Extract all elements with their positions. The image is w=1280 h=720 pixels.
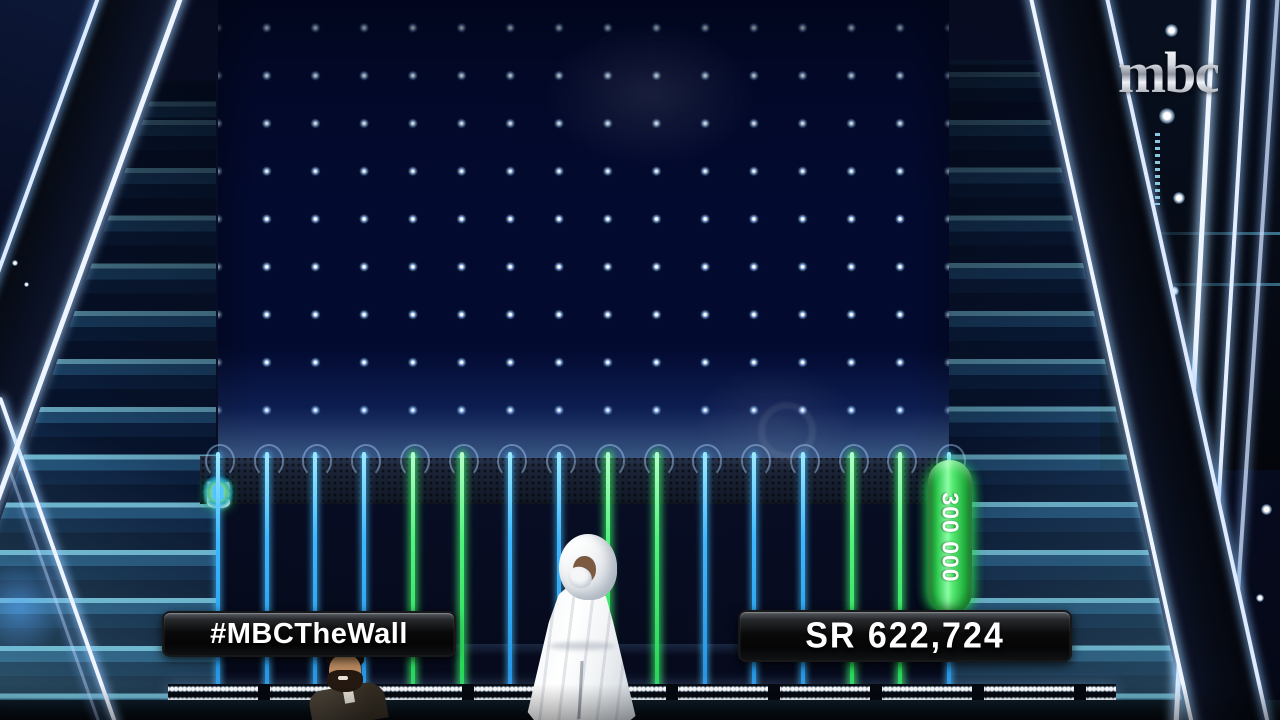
pill-value-label: 300 000 bbox=[937, 491, 964, 583]
neon-tube-green bbox=[838, 444, 869, 700]
robe-waist-shadow bbox=[549, 642, 615, 650]
score-display: SR 622,724 bbox=[738, 610, 1072, 662]
neon-tube-blue bbox=[497, 444, 528, 700]
light-dot bbox=[1159, 108, 1175, 124]
dropped-ball-values: 10 1 300 000 bbox=[928, 460, 1070, 614]
mbc-channel-logo: mbc bbox=[1098, 38, 1238, 108]
light-dot bbox=[1261, 504, 1272, 515]
light-dot bbox=[24, 282, 29, 287]
neon-tube-green bbox=[643, 444, 674, 700]
light-dot bbox=[1256, 594, 1264, 602]
neon-tube-green bbox=[448, 444, 479, 700]
light-dot bbox=[1165, 24, 1178, 37]
hashtag-text: #MBCTheWall bbox=[210, 617, 408, 650]
hashtag-banner: #MBCTheWall bbox=[162, 611, 456, 657]
neon-tube-blue bbox=[692, 444, 723, 700]
neon-tube-blue bbox=[253, 444, 284, 700]
led-dot-string bbox=[1155, 133, 1160, 205]
neon-tube-blue bbox=[789, 444, 820, 700]
value-pill: 300 000 bbox=[928, 460, 972, 614]
score-text: SR 622,724 bbox=[805, 615, 1005, 656]
mbc-logo-text: mbc bbox=[1117, 40, 1220, 105]
neon-tube-green bbox=[887, 444, 918, 700]
light-dot bbox=[12, 260, 18, 266]
host-mouth bbox=[338, 676, 348, 680]
neon-tube-blue bbox=[205, 444, 235, 700]
light-dot bbox=[1173, 192, 1185, 204]
neon-tube-blue bbox=[741, 444, 772, 700]
contestant-figure bbox=[515, 526, 645, 720]
neon-tube-green bbox=[399, 444, 430, 700]
light-reflection bbox=[540, 20, 760, 170]
host-beard bbox=[327, 670, 363, 692]
